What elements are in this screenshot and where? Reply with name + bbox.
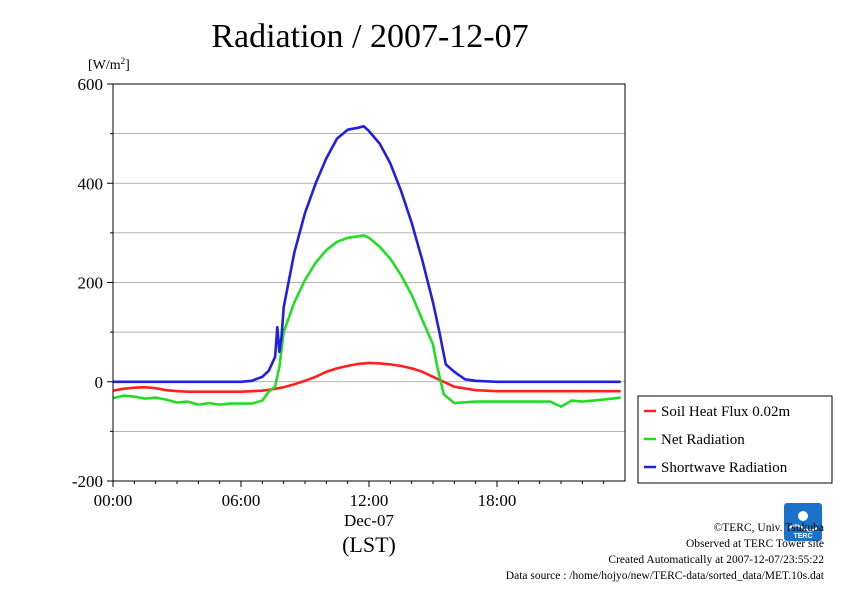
logo-text: TERC xyxy=(793,533,812,540)
credit-copyright: ©TERC, Univ. Tsukuba xyxy=(713,522,824,534)
y-axis-unit: [W/m2] xyxy=(88,56,130,73)
legend-label: Shortwave Radiation xyxy=(661,460,788,476)
y-tick-label: -200 xyxy=(72,472,103,491)
y-tick-label: 0 xyxy=(95,373,104,392)
terc-logo: TERC xyxy=(784,503,822,541)
y-tick-label: 400 xyxy=(78,174,104,193)
series-line-3 xyxy=(113,124,621,384)
x-tick-label: 12:00 xyxy=(350,491,389,510)
credit-site: Observed at TERC Tower site xyxy=(685,538,824,550)
series-line-2 xyxy=(112,234,621,408)
chart-title: Radiation / 2007-12-07 xyxy=(211,18,528,55)
grid xyxy=(113,133,625,432)
series-line-1 xyxy=(112,361,621,393)
legend-label: Net Radiation xyxy=(661,432,745,448)
y-tick-label: 200 xyxy=(78,274,104,293)
logo-badge xyxy=(784,503,822,541)
logo-drop-icon xyxy=(798,511,808,521)
logo-wave-icon xyxy=(788,524,818,532)
credit-source: Data source : /home/hojyo/new/TERC-data/… xyxy=(505,570,824,582)
x-axis-unit-label: (LST) xyxy=(342,532,396,557)
credit-created: Created Automatically at 2007-12-07/23:5… xyxy=(608,554,824,566)
plot-frame xyxy=(112,83,626,482)
axes: -200 0 200 400 600 00:00 06:00 12:00 18:00 xyxy=(72,75,605,510)
legend-box xyxy=(637,395,833,484)
credits: ©TERC, Univ. Tsukuba Observed at TERC To… xyxy=(506,520,824,584)
x-tick-label: 06:00 xyxy=(222,491,261,510)
y-tick-label: 600 xyxy=(78,75,104,94)
x-axis-date-label: Dec-07 xyxy=(344,511,395,530)
series-group xyxy=(112,124,621,408)
x-tick-label: 18:00 xyxy=(478,491,517,510)
legend: Soil Heat Flux 0.02m Net Radiation Shortwa… xyxy=(637,395,833,484)
x-tick-label: 00:00 xyxy=(94,491,133,510)
legend-label: Soil Heat Flux 0.02m xyxy=(661,404,791,420)
